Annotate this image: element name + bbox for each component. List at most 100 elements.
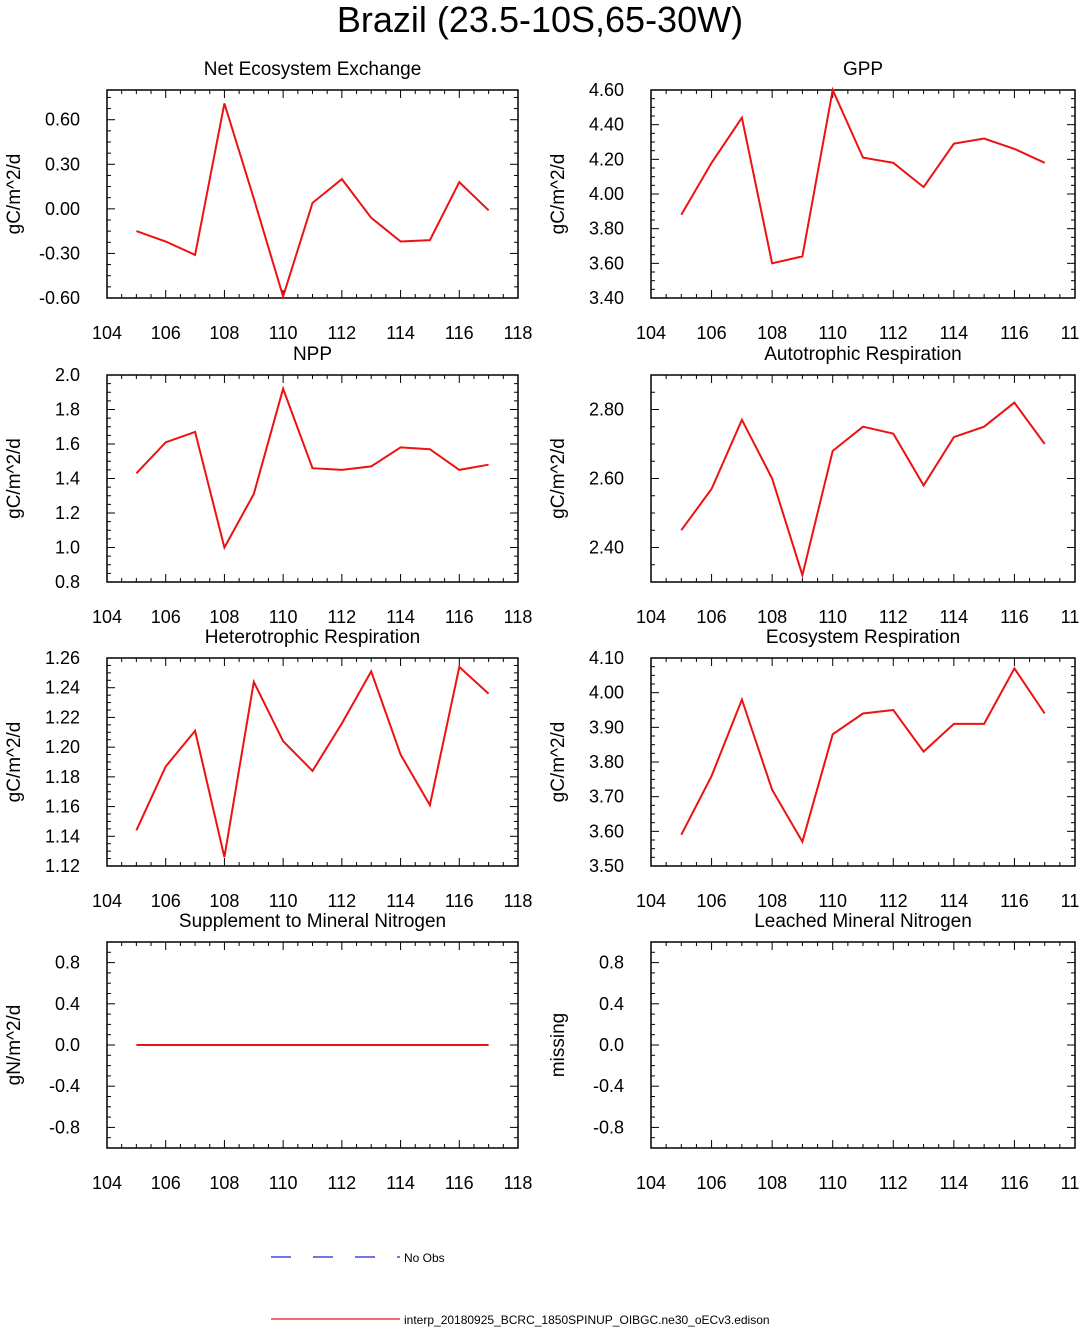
y-tick-label: -0.8 bbox=[49, 1117, 80, 1137]
y-axis-label: gC/m^2/d bbox=[548, 722, 569, 803]
panel-title: Supplement to Mineral Nitrogen bbox=[179, 911, 446, 932]
panel-1: 104 106 108 110 112 114 116 118 -0.60 -0.30 0.00 0.… bbox=[4, 59, 532, 343]
y-axis-label: gC/m^2/d bbox=[4, 438, 25, 519]
y-tick-label: 2.0 bbox=[55, 365, 80, 385]
x-tick-label: 112 bbox=[328, 323, 357, 343]
y-axis-label: gC/m^2/d bbox=[548, 154, 569, 235]
y-tick-label: -0.30 bbox=[39, 243, 80, 263]
y-tick-label: 1.6 bbox=[55, 434, 80, 454]
x-tick-label: 116 bbox=[445, 607, 474, 627]
x-tick-label: 118 bbox=[504, 607, 533, 627]
panel-title: Heterotrophic Respiration bbox=[205, 627, 420, 648]
panel-title: Ecosystem Respiration bbox=[766, 627, 960, 648]
y-tick-label: -0.4 bbox=[49, 1076, 80, 1096]
x-tick-label: 112 bbox=[879, 1173, 908, 1193]
x-tick-label: 104 bbox=[92, 607, 122, 627]
y-axis-label: missing bbox=[548, 1013, 569, 1077]
y-tick-label: 0.8 bbox=[599, 953, 624, 973]
panel-8: 104 106 108 110 112 114 116 118 -0.8 -0.4 0.0 0.4 0.… bbox=[548, 911, 1080, 1193]
x-tick-label: 110 bbox=[818, 891, 847, 911]
y-tick-label: 0.0 bbox=[599, 1035, 624, 1055]
x-tick-label: 116 bbox=[1000, 323, 1029, 343]
series-line bbox=[680, 401, 1046, 579]
x-tick-label: 114 bbox=[386, 891, 415, 911]
x-tick-label: 116 bbox=[445, 891, 474, 911]
x-tick-label: 104 bbox=[92, 891, 122, 911]
x-tick-label: 118 bbox=[1061, 607, 1080, 627]
series-line bbox=[680, 86, 1046, 265]
y-tick-label: 3.90 bbox=[589, 717, 624, 737]
x-tick-label: 110 bbox=[818, 607, 847, 627]
x-tick-label: 110 bbox=[269, 607, 298, 627]
y-tick-label: 1.18 bbox=[45, 767, 80, 787]
plot-frame bbox=[650, 89, 1076, 299]
y-tick-label: 3.80 bbox=[589, 752, 624, 772]
panel-title: NPP bbox=[293, 344, 332, 365]
x-tick-label: 104 bbox=[92, 323, 122, 343]
legend-label-no-obs: No Obs bbox=[404, 1251, 445, 1265]
panel-2: 104 106 108 110 112 114 116 118 3.40 3.60 3.80 4.00… bbox=[548, 59, 1080, 343]
y-tick-label: 3.80 bbox=[589, 219, 624, 239]
x-tick-label: 112 bbox=[879, 891, 908, 911]
y-tick-label: 1.20 bbox=[45, 737, 80, 757]
x-tick-label: 110 bbox=[269, 323, 298, 343]
panel-5: 104 106 108 110 112 114 116 118 1.12 1.14 1.16 1.18… bbox=[4, 627, 532, 911]
x-tick-label: 114 bbox=[940, 607, 969, 627]
x-tick-label: 114 bbox=[940, 1173, 969, 1193]
x-tick-label: 110 bbox=[269, 1173, 298, 1193]
y-tick-label: 0.60 bbox=[45, 110, 80, 130]
x-tick-label: 108 bbox=[209, 1173, 239, 1193]
plot-frame bbox=[650, 941, 1076, 1149]
x-tick-label: 118 bbox=[504, 323, 533, 343]
y-tick-label: 1.2 bbox=[55, 503, 80, 523]
x-tick-label: 108 bbox=[209, 891, 239, 911]
y-tick-label: -0.8 bbox=[593, 1117, 624, 1137]
y-axis-label: gC/m^2/d bbox=[4, 154, 25, 235]
y-tick-label: 4.20 bbox=[589, 149, 624, 169]
x-tick-label: 106 bbox=[697, 323, 727, 343]
legend: No Obs interp_20180925_BCRC_1850SPINUP_OI… bbox=[271, 1251, 770, 1327]
x-tick-label: 104 bbox=[636, 607, 666, 627]
panel-3: 104 106 108 110 112 114 116 118 0.8 1.0 1.2 1.4 1.6 1… bbox=[4, 344, 532, 627]
y-tick-label: 2.60 bbox=[589, 469, 624, 489]
plot-frame bbox=[106, 89, 519, 299]
y-tick-label: 3.70 bbox=[589, 787, 624, 807]
y-tick-label: 1.22 bbox=[45, 707, 80, 727]
y-tick-label: 4.60 bbox=[589, 80, 624, 100]
y-tick-label: 2.40 bbox=[589, 538, 624, 558]
y-tick-label: 1.4 bbox=[55, 469, 80, 489]
x-tick-label: 114 bbox=[386, 607, 415, 627]
panel-title: Autotrophic Respiration bbox=[764, 344, 962, 365]
y-tick-label: 0.8 bbox=[55, 572, 80, 592]
y-tick-label: 2.80 bbox=[589, 400, 624, 420]
series-line bbox=[135, 385, 489, 551]
panel-6: 104 106 108 110 112 114 116 118 3.50 3.60 3.70 3.80… bbox=[548, 627, 1080, 911]
x-tick-label: 104 bbox=[92, 1173, 122, 1193]
x-tick-label: 110 bbox=[269, 891, 298, 911]
y-tick-label: 0.4 bbox=[599, 994, 624, 1014]
legend-label-model: interp_20180925_BCRC_1850SPINUP_OIBGC.ne… bbox=[404, 1313, 770, 1327]
y-tick-label: 1.0 bbox=[55, 538, 80, 558]
x-tick-label: 112 bbox=[879, 607, 908, 627]
y-tick-label: 0.0 bbox=[55, 1035, 80, 1055]
x-tick-label: 110 bbox=[818, 1173, 847, 1193]
y-tick-label: 0.8 bbox=[55, 953, 80, 973]
x-tick-label: 106 bbox=[697, 607, 727, 627]
panel-title: Net Ecosystem Exchange bbox=[204, 59, 422, 80]
x-tick-label: 108 bbox=[757, 1173, 787, 1193]
y-tick-label: 4.00 bbox=[589, 683, 624, 703]
x-tick-label: 116 bbox=[1000, 607, 1029, 627]
x-tick-label: 108 bbox=[209, 323, 239, 343]
plot-frame bbox=[650, 657, 1076, 867]
x-tick-label: 116 bbox=[1000, 1173, 1029, 1193]
y-tick-label: 4.40 bbox=[589, 115, 624, 135]
y-tick-label: 0.4 bbox=[55, 994, 80, 1014]
x-tick-label: 114 bbox=[386, 1173, 415, 1193]
x-tick-label: 112 bbox=[879, 323, 908, 343]
y-tick-label: 3.60 bbox=[589, 253, 624, 273]
x-tick-label: 118 bbox=[1061, 323, 1080, 343]
y-tick-label: -0.60 bbox=[39, 288, 80, 308]
x-tick-label: 106 bbox=[151, 607, 181, 627]
x-tick-label: 108 bbox=[209, 607, 239, 627]
x-tick-label: 104 bbox=[636, 1173, 666, 1193]
